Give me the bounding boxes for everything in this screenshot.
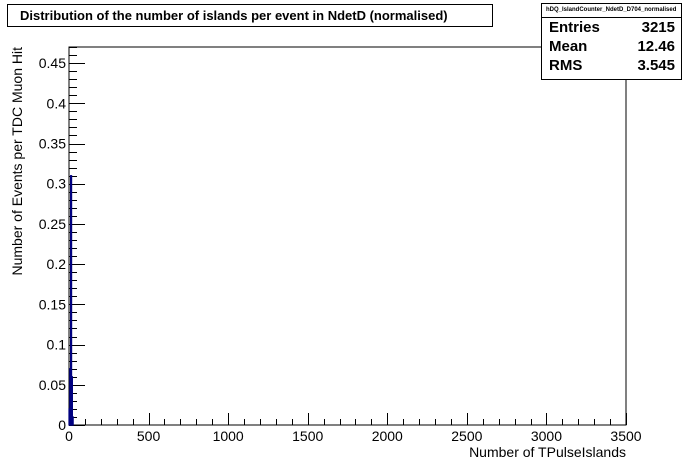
stats-row-rms: RMS 3.545 xyxy=(542,56,681,75)
chart-title: Distribution of the number of islands pe… xyxy=(7,4,493,27)
stats-rms-label: RMS xyxy=(549,57,583,74)
stats-entries-value: 3215 xyxy=(641,19,675,36)
stats-histogram-name: hDQ_IslandCounter_NdetD_D704_normalised xyxy=(542,4,681,18)
plot-frame xyxy=(68,46,627,426)
x-tick-label: 1500 xyxy=(292,428,323,444)
y-axis-label: Number of Events per TDC Muon Hit xyxy=(9,47,25,276)
x-tick-label: 3500 xyxy=(610,428,641,444)
histogram-bar xyxy=(71,416,74,426)
stats-row-entries: Entries 3215 xyxy=(542,18,681,37)
stats-rms-value: 3.545 xyxy=(637,57,675,74)
x-tick-label: 2000 xyxy=(372,428,403,444)
stats-box: hDQ_IslandCounter_NdetD_D704_normalised … xyxy=(541,3,682,80)
y-tick-label: 0.25 xyxy=(39,216,66,232)
x-tick-label: 2500 xyxy=(451,428,482,444)
y-tick-label: 0 xyxy=(58,417,66,433)
y-tick-label: 0.15 xyxy=(39,296,66,312)
y-tick-label: 0.3 xyxy=(47,176,67,192)
y-tick-label: 0.45 xyxy=(39,55,66,71)
x-axis-label: Number of TPulseIslands xyxy=(469,444,626,460)
x-tick-label: 500 xyxy=(137,428,161,444)
stats-entries-label: Entries xyxy=(549,19,600,36)
stats-mean-value: 12.46 xyxy=(637,38,675,55)
y-tick-label: 0.4 xyxy=(47,95,67,111)
x-tick-label: 0 xyxy=(65,428,73,444)
y-tick-label: 0.2 xyxy=(47,256,67,272)
stats-mean-label: Mean xyxy=(549,38,588,55)
y-tick-label: 0.1 xyxy=(47,337,67,353)
x-tick-label: 3000 xyxy=(531,428,562,444)
stats-row-mean: Mean 12.46 xyxy=(542,37,681,56)
y-tick-label: 0.05 xyxy=(39,377,66,393)
x-tick-label: 1000 xyxy=(213,428,244,444)
y-tick-label: 0.35 xyxy=(39,136,66,152)
